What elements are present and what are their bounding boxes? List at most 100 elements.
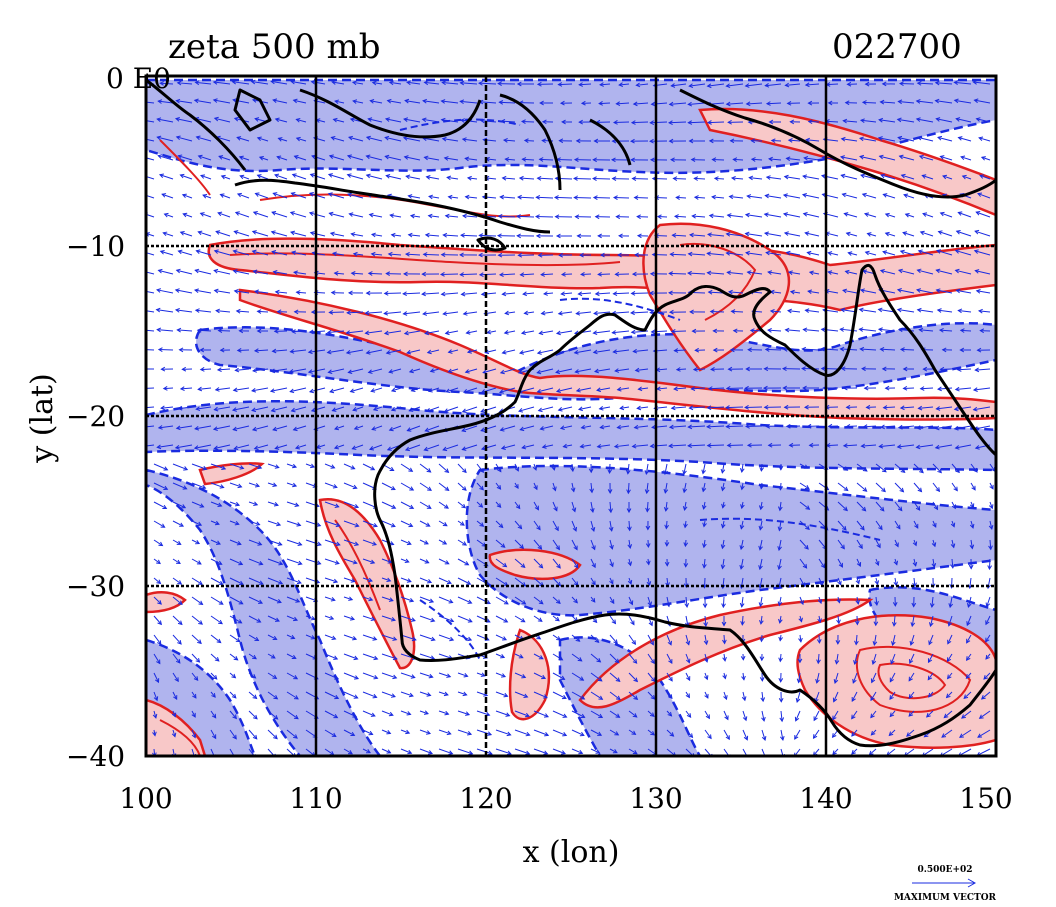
wind-vector-head [369,99,375,104]
wind-vector [949,596,953,608]
wind-vector-head [162,231,168,237]
wind-vector-head [701,504,707,510]
wind-vector-head [841,192,847,198]
wind-vector [880,348,896,351]
wind-vector-head [939,752,945,756]
wind-vector [894,463,905,473]
wind-vector-head [447,349,453,354]
wind-vector-head [198,600,204,606]
wind-vector-head [725,251,731,256]
wind-vector [818,615,821,623]
wind-vector-head [720,564,726,570]
wind-vector-head [959,733,964,738]
wind-vector-head [778,657,783,663]
wind-vector-head [345,350,351,355]
wind-vector-head [902,385,908,391]
wind-vector-head [404,251,410,257]
wind-vector-head [744,405,749,410]
wind-vector-head [896,444,902,449]
wind-vector-head [919,230,925,236]
wind-vector-head [464,194,470,200]
wind-vector-head [193,288,199,294]
wind-vector [786,251,801,256]
wind-vector-head [346,154,352,159]
wind-vector [851,691,858,702]
wind-vector [267,672,277,679]
wind-vector-head [758,505,764,511]
wind-vector [674,215,687,218]
wind-vector [741,615,744,625]
wind-vector-head [409,213,415,219]
wind-vector-head [891,621,897,627]
wind-vector-head [596,657,602,663]
wind-vector-head [574,214,580,220]
wind-vector-head [633,695,639,701]
wind-vector [651,330,668,333]
wind-vector [977,729,991,738]
wind-vector-head [764,347,770,352]
wind-vector-head [839,327,845,332]
wind-vector-head [231,673,237,679]
wind-vector-head [447,194,453,200]
wind-vector-head [239,465,245,470]
wind-vector [215,231,231,237]
wind-vector-head [211,693,216,698]
wind-vector-head [250,79,256,85]
wind-vector-head [645,543,651,549]
wind-vector-head [372,522,378,528]
wind-vector [778,539,782,551]
wind-vector [778,596,782,606]
wind-vector [779,482,782,490]
wind-vector-head [271,348,277,354]
wind-vector-head [199,212,205,217]
wind-vector-head [978,136,984,141]
wind-vector [958,137,972,142]
wind-vector [286,691,299,700]
wind-vector [893,615,896,626]
wind-vector [210,634,221,643]
wind-vector [628,653,638,664]
wind-vector-head [847,251,853,256]
wind-vector [248,672,256,679]
wind-vector-head [744,83,750,88]
wind-vector-head [347,192,353,198]
wind-vector-head [194,268,200,274]
wind-vector [254,349,269,352]
wind-vector [457,634,472,641]
wind-vector [324,539,340,546]
wind-vector [536,215,554,218]
wind-vector [840,156,858,161]
wind-vector-head [410,674,416,679]
wind-vector-head [485,618,491,623]
wind-vector-head [290,634,296,640]
wind-vector-head [978,714,984,719]
wind-vector [843,120,858,123]
wind-vector-head [500,118,506,124]
wind-vector-head [703,640,709,646]
wind-vector-head [295,598,301,603]
wind-vector [347,155,364,161]
wind-vector [913,482,922,492]
wind-vector-head [912,582,917,588]
wind-vector [538,406,554,412]
wind-vector [153,672,159,683]
wind-vector-head [181,193,187,199]
wind-vector-head [974,367,980,373]
wind-vector [533,539,542,550]
wind-vector-head [862,467,868,472]
wind-vector [324,653,338,660]
wind-vector-head [598,695,604,700]
wind-vector [807,251,820,256]
wind-vector [422,292,440,295]
wind-vector-head [292,98,298,104]
wind-vector-head [346,310,351,316]
wind-vector-head [844,269,850,275]
wind-vector-head [630,620,635,626]
wind-vector [969,577,972,589]
wind-vector [467,349,478,353]
wind-vector [818,558,825,568]
wind-vector [267,501,279,506]
wind-vector-head [553,506,558,512]
wind-vector-head [988,524,994,530]
wind-vector-head [538,599,544,605]
